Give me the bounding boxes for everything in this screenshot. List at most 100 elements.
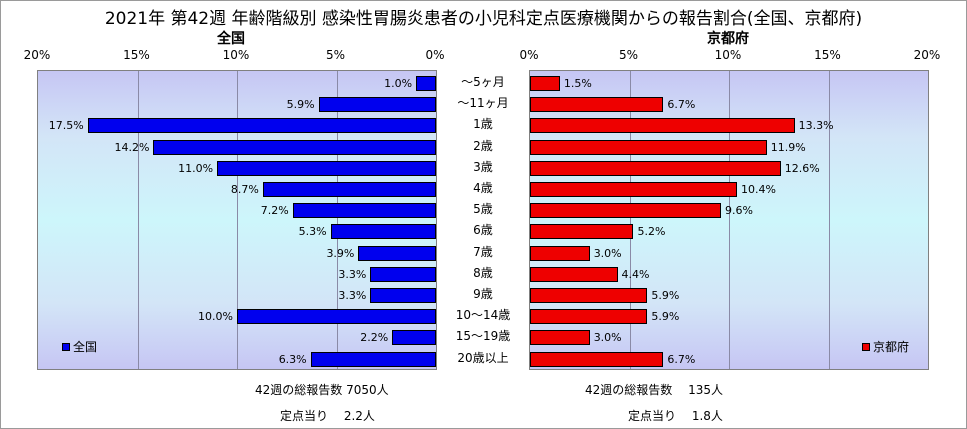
kyoto-value-label: 6.7% — [667, 98, 696, 112]
kyoto-bar — [530, 309, 648, 325]
national-plot-area: 全国 1.0% 5.9% 17.5% 14.2% 11.0% 8.7% 7.2% 5.3% 3.… — [37, 70, 437, 370]
kyoto-value-label: 3.0% — [593, 246, 622, 260]
national-value-label: 3.3% — [338, 267, 367, 281]
national-bar — [330, 224, 436, 240]
national-value-label: 3.9% — [326, 246, 355, 260]
kyoto-gridline — [729, 71, 730, 369]
national-bar — [310, 351, 436, 367]
kyoto-bar — [530, 224, 634, 240]
kyoto-per-sentinel: 定点当り 1.8人 — [628, 409, 723, 423]
kyoto-gridline — [629, 71, 631, 369]
age-category-label: 6歳 — [473, 223, 493, 238]
kyoto-value-label: 11.9% — [770, 140, 806, 154]
national-bar — [416, 76, 436, 91]
kyoto-value-label: 5.9% — [651, 289, 680, 302]
national-total-reports: 42週の総報告数 7050人 — [255, 383, 389, 397]
age-category-label: ～5ヶ月 — [461, 75, 505, 89]
chart-title: 2021年 第42週 年齢階級別 感染性胃腸炎患者の小児科定点医療機関からの報告… — [104, 9, 863, 29]
kyoto-bar — [530, 330, 590, 346]
kyoto-bar — [530, 76, 560, 91]
national-legend-swatch — [62, 342, 70, 351]
national-bar — [217, 160, 436, 176]
kyoto-value-label: 5.9% — [651, 310, 680, 324]
national-bar — [358, 245, 436, 261]
age-category-label: 3歳 — [473, 159, 493, 174]
kyoto-tick-label: 10% — [714, 48, 742, 62]
national-bar — [392, 330, 436, 346]
national-tick-label: 15% — [123, 48, 150, 62]
age-category-label: 15～19歳 — [455, 329, 511, 344]
national-tick-label: 0% — [425, 48, 445, 62]
national-tick-label: 20% — [23, 48, 51, 62]
kyoto-tick-label: 5% — [618, 48, 639, 62]
national-value-label: 5.9% — [286, 98, 315, 112]
national-gridline — [237, 71, 238, 369]
national-bar — [87, 118, 436, 134]
age-category-label: 4歳 — [473, 181, 493, 195]
kyoto-bar — [530, 182, 737, 197]
kyoto-value-label: 9.6% — [725, 204, 753, 218]
age-category-label: 2歳 — [473, 138, 493, 153]
kyoto-value-label: 5.2% — [637, 225, 666, 239]
age-category-label: 8歳 — [473, 265, 493, 280]
kyoto-legend-label: 京都府 — [873, 340, 910, 354]
national-value-label: 6.3% — [278, 352, 307, 366]
national-bar — [153, 139, 436, 155]
national-value-label: 1.0% — [384, 77, 413, 90]
age-category-label: 20歳以上 — [457, 350, 509, 365]
national-bar — [318, 97, 436, 113]
kyoto-value-label: 1.5% — [563, 77, 592, 90]
national-value-label: 14.2% — [114, 140, 150, 154]
kyoto-legend: 京都府 — [862, 338, 909, 355]
right-panel-title: 京都府 — [707, 31, 749, 47]
kyoto-bar — [530, 97, 664, 113]
national-bar — [370, 288, 436, 303]
national-tick-label: 10% — [222, 48, 250, 62]
kyoto-legend-swatch — [862, 342, 870, 351]
national-value-label: 11.0% — [178, 161, 214, 175]
kyoto-bar — [530, 288, 648, 303]
left-panel-title: 全国 — [217, 31, 245, 47]
age-category-label: 9歳 — [473, 287, 493, 301]
age-category-label: 5歳 — [473, 202, 493, 217]
national-value-label: 3.3% — [338, 289, 367, 302]
national-value-label: 2.2% — [360, 331, 389, 345]
national-bar — [262, 182, 436, 197]
age-category-label: 10～14歳 — [455, 308, 511, 323]
kyoto-tick-label: 0% — [519, 48, 539, 62]
kyoto-value-label: 3.0% — [593, 331, 622, 345]
national-value-label: 10.0% — [198, 310, 233, 324]
national-gridline — [336, 71, 338, 369]
age-category-label: 1歳 — [473, 117, 493, 132]
national-gridline — [137, 71, 139, 369]
kyoto-tick-label: 20% — [913, 48, 941, 62]
national-value-label: 17.5% — [48, 119, 84, 133]
age-category-label: 7歳 — [473, 244, 493, 259]
national-value-label: 8.7% — [230, 183, 259, 196]
kyoto-bar — [530, 266, 618, 282]
national-bar — [237, 309, 436, 325]
kyoto-bar — [530, 160, 781, 176]
kyoto-value-label: 10.4% — [740, 183, 776, 196]
national-bar — [370, 266, 436, 282]
national-tick-label: 5% — [325, 48, 346, 62]
age-category-label: ～11ヶ月 — [457, 96, 509, 111]
national-value-label: 7.2% — [260, 204, 289, 218]
kyoto-bar — [530, 245, 590, 261]
national-legend: 全国 — [62, 338, 97, 355]
kyoto-bar — [530, 118, 795, 134]
kyoto-total-reports: 42週の総報告数 135人 — [585, 383, 723, 397]
kyoto-tick-label: 15% — [814, 48, 841, 62]
national-per-sentinel: 定点当り 2.2人 — [280, 409, 375, 423]
kyoto-bar — [530, 203, 722, 219]
kyoto-value-label: 6.7% — [667, 352, 696, 366]
kyoto-value-label: 12.6% — [784, 161, 820, 175]
kyoto-bar — [530, 351, 664, 367]
national-legend-label: 全国 — [73, 340, 98, 354]
national-value-label: 5.3% — [298, 225, 327, 239]
kyoto-plot-area: 京都府 1.5% 6.7% 13.3% 11.9% 12.6% 10.4% 9.6% 5.2%… — [529, 70, 929, 370]
kyoto-value-label: 13.3% — [798, 119, 834, 133]
kyoto-bar — [530, 139, 767, 155]
kyoto-value-label: 4.4% — [621, 267, 650, 281]
national-bar — [292, 203, 436, 219]
